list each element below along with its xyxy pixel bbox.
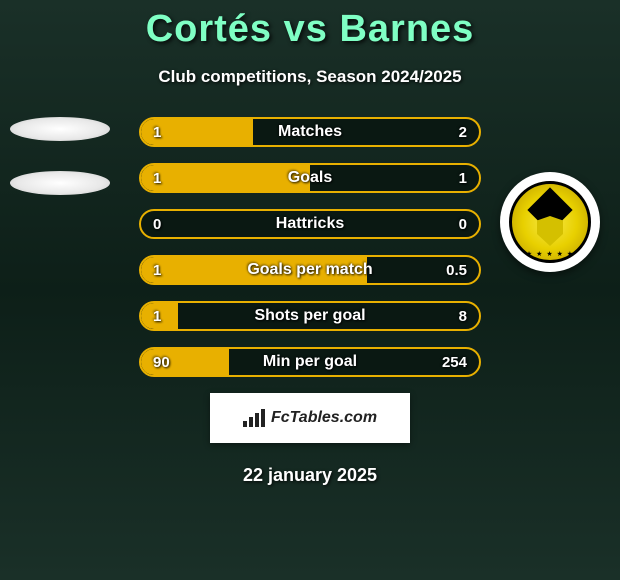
stat-left-value: 90 bbox=[141, 354, 170, 371]
stat-left-value: 1 bbox=[141, 308, 161, 325]
stat-right-value: 0 bbox=[459, 216, 479, 233]
stat-right-value: 0.5 bbox=[446, 262, 479, 279]
team-logo-placeholder-1 bbox=[10, 117, 110, 141]
player-left-badges bbox=[10, 117, 110, 225]
shield-icon bbox=[537, 216, 563, 246]
stat-label: Hattricks bbox=[276, 215, 344, 233]
brand-text: FcTables.com bbox=[271, 409, 377, 427]
stat-label: Goals bbox=[288, 169, 332, 187]
date-label: 22 january 2025 bbox=[0, 465, 620, 486]
club-emblem: ★ ★ ★ ★ ★ bbox=[500, 172, 600, 272]
comparison-panel: ★ ★ ★ ★ ★ 1 Matches 2 1 Goals 1 0 Hattri… bbox=[0, 117, 620, 486]
brand-link[interactable]: FcTables.com bbox=[210, 393, 410, 443]
stats-list: 1 Matches 2 1 Goals 1 0 Hattricks 0 1 Go… bbox=[139, 117, 481, 377]
player-right-badge: ★ ★ ★ ★ ★ bbox=[500, 172, 600, 272]
stat-label: Shots per goal bbox=[254, 307, 365, 325]
stat-row-shots-per-goal: 1 Shots per goal 8 bbox=[139, 301, 481, 331]
stat-right-value: 2 bbox=[459, 124, 479, 141]
stat-right-value: 254 bbox=[442, 354, 479, 371]
stat-right-value: 1 bbox=[459, 170, 479, 187]
page-subtitle: Club competitions, Season 2024/2025 bbox=[0, 67, 620, 87]
stat-row-min-per-goal: 90 Min per goal 254 bbox=[139, 347, 481, 377]
stat-label: Min per goal bbox=[263, 353, 357, 371]
stat-label: Goals per match bbox=[247, 261, 372, 279]
stat-row-hattricks: 0 Hattricks 0 bbox=[139, 209, 481, 239]
stat-left-value: 1 bbox=[141, 124, 161, 141]
stat-left-value: 1 bbox=[141, 170, 161, 187]
stat-left-value: 0 bbox=[141, 216, 161, 233]
stat-row-goals: 1 Goals 1 bbox=[139, 163, 481, 193]
stat-row-matches: 1 Matches 2 bbox=[139, 117, 481, 147]
stat-left-value: 1 bbox=[141, 262, 161, 279]
stat-label: Matches bbox=[278, 123, 342, 141]
team-logo-placeholder-2 bbox=[10, 171, 110, 195]
stat-right-value: 8 bbox=[459, 308, 479, 325]
stat-fill bbox=[141, 165, 310, 191]
stars-icon: ★ ★ ★ ★ ★ bbox=[526, 250, 574, 258]
page-title: Cortés vs Barnes bbox=[0, 0, 620, 51]
stat-row-goals-per-match: 1 Goals per match 0.5 bbox=[139, 255, 481, 285]
bar-chart-icon bbox=[243, 409, 265, 427]
